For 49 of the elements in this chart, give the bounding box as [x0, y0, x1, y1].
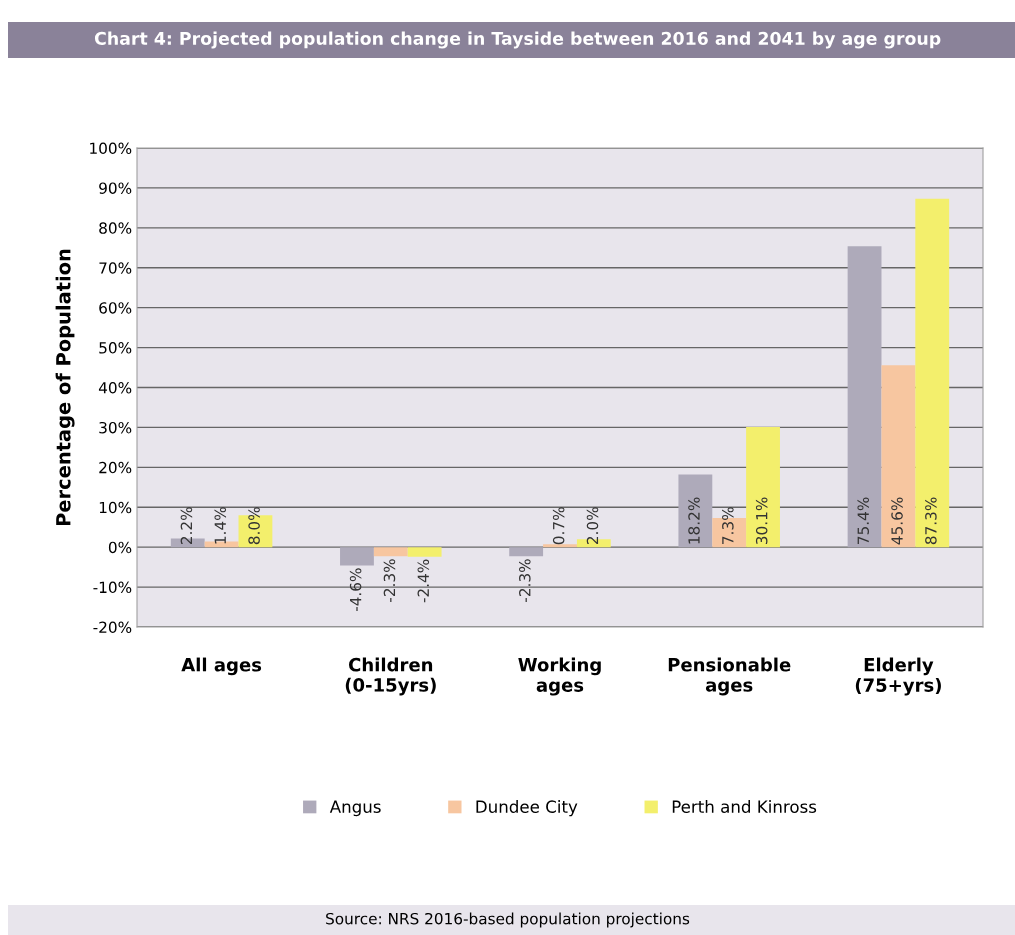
bar — [340, 547, 374, 566]
bar — [678, 474, 713, 548]
bar — [746, 427, 780, 548]
bar — [915, 198, 950, 548]
bar — [881, 365, 916, 548]
data-label: 30.1% — [755, 497, 768, 545]
chart-title: Chart 4: Projected population change in Tayside between 2016 and 2041 by age group — [94, 31, 941, 49]
y-tick-label: 90% — [99, 182, 132, 194]
x-tick-label: Elderly (75+yrs) — [855, 657, 941, 696]
y-tick-label: 30% — [99, 421, 132, 434]
x-tick-label: All ages — [181, 657, 262, 676]
data-label: 75.4% — [857, 497, 869, 544]
data-label: 2.0% — [586, 507, 599, 545]
data-label: 45.6% — [891, 497, 903, 545]
data-label: -2.4% — [417, 559, 430, 603]
legend-label: Dundee City — [476, 800, 578, 817]
y-axis-title: Percentage of Population — [55, 249, 75, 526]
data-label: 87.3% — [925, 497, 937, 545]
bar — [847, 246, 882, 548]
data-label: -4.6% — [349, 568, 362, 612]
data-label: -2.3% — [383, 559, 396, 602]
y-tick-label: -20% — [93, 621, 132, 634]
bar — [373, 547, 408, 557]
legend-label: Angus — [329, 800, 381, 817]
y-tick-label: 100% — [90, 142, 132, 155]
data-label: 18.2% — [688, 497, 700, 544]
data-label: 1.4% — [214, 507, 227, 544]
y-tick-label: 0% — [108, 541, 132, 554]
y-tick-label: 40% — [98, 381, 132, 394]
x-tick-label: Children (0-15yrs) — [345, 657, 436, 696]
bar — [543, 544, 577, 548]
y-tick-label: 20% — [99, 461, 132, 474]
y-tick-label: -10% — [93, 581, 132, 594]
y-tick-label: 50% — [99, 342, 132, 354]
data-label: 8.0% — [248, 507, 260, 545]
bar — [509, 547, 544, 557]
y-tick-label: 60% — [99, 302, 132, 314]
data-label: 2.2% — [180, 507, 193, 545]
x-tick-label: Pensionable ages — [668, 657, 791, 696]
source-note: Source: NRS 2016-based population projections — [326, 912, 690, 928]
data-label: 0.7% — [552, 507, 565, 545]
data-label: -2.3% — [519, 559, 531, 602]
y-tick-label: 80% — [99, 222, 132, 234]
bar — [407, 547, 442, 557]
x-tick-label: Working ages — [518, 657, 601, 696]
y-tick-label: 70% — [99, 262, 132, 274]
data-label: 7.3% — [722, 507, 734, 544]
legend-label: Perth and Kinross — [672, 800, 817, 813]
y-tick-label: 10% — [99, 501, 132, 514]
